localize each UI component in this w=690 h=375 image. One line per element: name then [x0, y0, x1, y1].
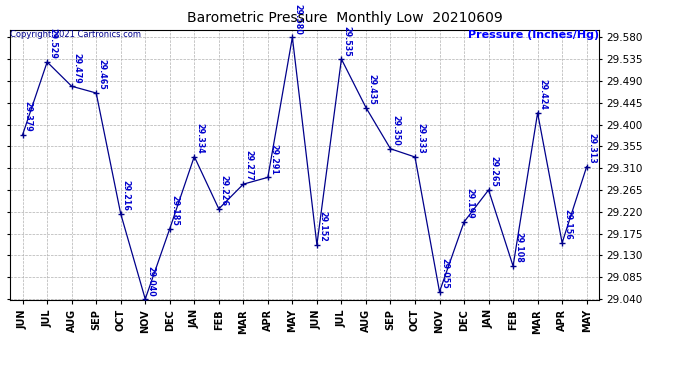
Text: Pressure (Inches/Hg): Pressure (Inches/Hg): [468, 30, 599, 40]
Text: 29.334: 29.334: [195, 123, 204, 154]
Text: 29.535: 29.535: [342, 26, 351, 56]
Text: 29.055: 29.055: [441, 258, 450, 289]
Text: 29.216: 29.216: [121, 180, 131, 211]
Text: 29.156: 29.156: [563, 209, 572, 240]
Text: 29.350: 29.350: [391, 115, 400, 146]
Text: 29.529: 29.529: [48, 28, 57, 59]
Text: 29.379: 29.379: [23, 101, 32, 132]
Text: 29.108: 29.108: [514, 232, 523, 263]
Text: 29.185: 29.185: [171, 195, 180, 226]
Text: 29.199: 29.199: [465, 188, 474, 219]
Text: 29.291: 29.291: [269, 144, 278, 175]
Text: 29.424: 29.424: [539, 79, 548, 110]
Text: 29.226: 29.226: [220, 175, 229, 206]
Text: Copyright 2021 Cartronics.com: Copyright 2021 Cartronics.com: [10, 30, 141, 39]
Text: 29.313: 29.313: [588, 133, 597, 164]
Text: 29.265: 29.265: [490, 156, 499, 187]
Text: Barometric Pressure  Monthly Low  20210609: Barometric Pressure Monthly Low 20210609: [187, 11, 503, 25]
Text: 29.580: 29.580: [293, 4, 302, 34]
Text: 29.465: 29.465: [97, 60, 106, 90]
Text: 29.277: 29.277: [244, 150, 253, 182]
Text: 29.333: 29.333: [416, 123, 425, 154]
Text: 29.479: 29.479: [72, 53, 81, 84]
Text: 29.152: 29.152: [318, 211, 327, 242]
Text: 29.435: 29.435: [367, 74, 376, 105]
Text: 29.040: 29.040: [146, 266, 155, 296]
